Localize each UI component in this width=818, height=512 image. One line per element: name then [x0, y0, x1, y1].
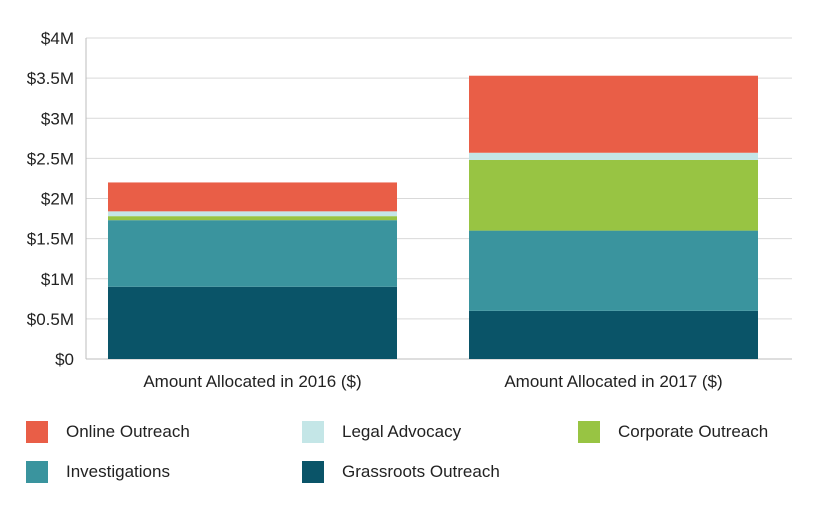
y-tick-label: $3.5M [27, 69, 74, 88]
bar-segment-grassroots-outreach [469, 310, 758, 359]
y-tick-label: $0.5M [27, 310, 74, 329]
legend-swatch [578, 421, 600, 443]
x-axis-category-labels: Amount Allocated in 2016 ($) Amount Alloc… [143, 372, 722, 391]
y-axis-tick-labels: $0 $0.5M $1M $1.5M $2M $2.5M $3M $3.5M $4M [27, 29, 74, 369]
bar-segment-investigations [108, 220, 397, 287]
legend-label: Investigations [66, 462, 170, 481]
bars [108, 75, 758, 359]
x-category-label: Amount Allocated in 2016 ($) [143, 372, 361, 391]
chart-plot-area: $0 $0.5M $1M $1.5M $2M $2.5M $3M $3.5M $4M Amoun… [27, 29, 792, 391]
legend-swatch [26, 461, 48, 483]
legend-label: Legal Advocacy [342, 422, 462, 441]
legend-item-grassroots-outreach: Grassroots Outreach [302, 460, 500, 484]
y-tick-label: $4M [41, 29, 74, 48]
x-category-label: Amount Allocated in 2017 ($) [504, 372, 722, 391]
y-tick-label: $3M [41, 109, 74, 128]
legend-item-corporate-outreach: Corporate Outreach [578, 420, 768, 444]
y-tick-label: $0 [55, 350, 74, 369]
bar-segment-corporate-outreach [108, 216, 397, 221]
legend-swatch [26, 421, 48, 443]
legend-item-investigations: Investigations [26, 460, 170, 484]
bar-segment-legal-advocacy [108, 211, 397, 217]
y-tick-label: $2M [41, 190, 74, 209]
bar-segment-investigations [469, 230, 758, 311]
legend-swatch [302, 461, 324, 483]
legend-label: Corporate Outreach [618, 422, 769, 441]
legend-label: Grassroots Outreach [342, 462, 500, 481]
legend-swatch [302, 421, 324, 443]
bar-segment-corporate-outreach [469, 159, 758, 231]
y-tick-label: $1.5M [27, 230, 74, 249]
y-tick-label: $1M [41, 270, 74, 289]
legend-item-legal-advocacy: Legal Advocacy [302, 420, 461, 444]
legend-item-online-outreach: Online Outreach [26, 420, 190, 444]
bar-segment-legal-advocacy [469, 152, 758, 160]
bar-segment-grassroots-outreach [108, 286, 397, 359]
legend-label: Online Outreach [66, 422, 190, 441]
bar-segment-online-outreach [108, 182, 397, 212]
bar-segment-online-outreach [469, 75, 758, 153]
y-tick-label: $2.5M [27, 149, 74, 168]
